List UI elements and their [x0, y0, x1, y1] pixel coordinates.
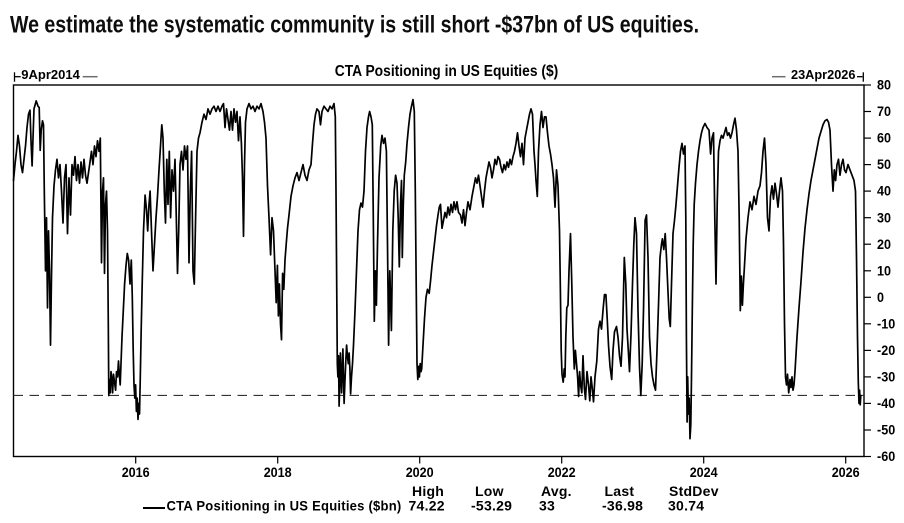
svg-text:-10: -10	[877, 315, 895, 331]
svg-text:60: 60	[877, 130, 891, 146]
svg-text:23Apr2026: 23Apr2026	[791, 67, 856, 82]
svg-text:30.74: 30.74	[668, 498, 704, 514]
svg-text:-36.98: -36.98	[602, 498, 643, 514]
svg-text:-60: -60	[877, 448, 895, 464]
svg-text:74.22: 74.22	[409, 498, 445, 514]
svg-text:0: 0	[877, 289, 884, 305]
svg-text:30: 30	[877, 209, 891, 225]
svg-text:2026: 2026	[832, 464, 860, 480]
svg-text:80: 80	[877, 77, 891, 93]
svg-text:-50: -50	[877, 422, 895, 438]
svg-text:StdDev: StdDev	[669, 483, 719, 499]
svg-text:-30: -30	[877, 369, 895, 385]
svg-text:-53.29: -53.29	[471, 498, 512, 514]
svg-text:Last: Last	[605, 483, 635, 499]
svg-text:33: 33	[539, 498, 555, 514]
svg-text:20: 20	[877, 236, 891, 252]
svg-text:-20: -20	[877, 342, 895, 358]
svg-text:2018: 2018	[264, 464, 292, 480]
svg-text:We estimate the systematic com: We estimate the systematic community is …	[10, 12, 699, 39]
svg-text:CTA Positioning in US Equities: CTA Positioning in US Equities ($)	[335, 63, 559, 80]
svg-text:50: 50	[877, 156, 891, 172]
svg-text:-40: -40	[877, 395, 895, 411]
svg-text:CTA Positioning in US Equities: CTA Positioning in US Equities ($bn)	[167, 498, 402, 514]
svg-text:10: 10	[877, 262, 891, 278]
svg-text:70: 70	[877, 103, 891, 119]
svg-text:High: High	[412, 483, 444, 499]
svg-text:40: 40	[877, 183, 891, 199]
svg-text:2020: 2020	[406, 464, 434, 480]
svg-text:Low: Low	[475, 483, 504, 499]
svg-text:9Apr2014: 9Apr2014	[21, 67, 80, 82]
svg-text:2016: 2016	[122, 464, 150, 480]
svg-text:Avg.: Avg.	[541, 483, 572, 499]
svg-text:2022: 2022	[548, 464, 576, 480]
svg-text:2024: 2024	[690, 464, 718, 480]
